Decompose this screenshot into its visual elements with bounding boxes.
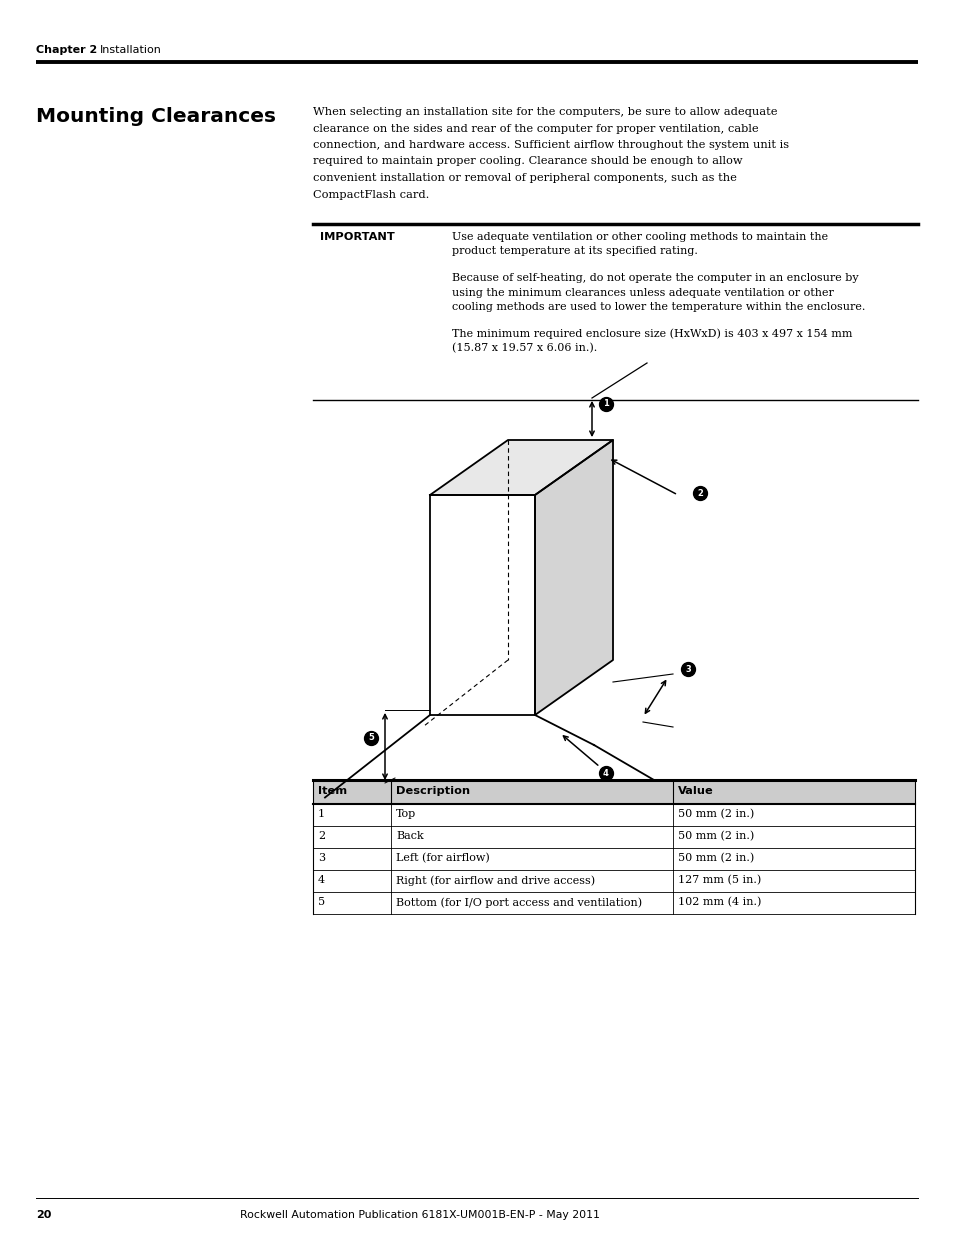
Text: When selecting an installation site for the computers, be sure to allow adequate: When selecting an installation site for … <box>313 107 777 117</box>
Text: 4: 4 <box>602 768 608 778</box>
Text: 50 mm (2 in.): 50 mm (2 in.) <box>678 853 754 863</box>
Text: Left (for airflow): Left (for airflow) <box>395 853 489 863</box>
Text: cooling methods are used to lower the temperature within the enclosure.: cooling methods are used to lower the te… <box>452 303 864 312</box>
Text: 2: 2 <box>697 489 702 498</box>
Text: Description: Description <box>395 785 470 797</box>
Text: (15.87 x 19.57 x 6.06 in.).: (15.87 x 19.57 x 6.06 in.). <box>452 343 597 353</box>
Text: CompactFlash card.: CompactFlash card. <box>313 189 429 200</box>
Text: 2: 2 <box>317 831 325 841</box>
Text: product temperature at its specified rating.: product temperature at its specified rat… <box>452 247 698 257</box>
Text: required to maintain proper cooling. Clearance should be enough to allow: required to maintain proper cooling. Cle… <box>313 157 741 167</box>
Polygon shape <box>430 440 613 495</box>
Text: Bottom (for I/O port access and ventilation): Bottom (for I/O port access and ventilat… <box>395 897 641 908</box>
Text: Top: Top <box>395 809 416 819</box>
Text: Right (for airflow and drive access): Right (for airflow and drive access) <box>395 876 595 885</box>
Text: Value: Value <box>678 785 713 797</box>
Text: convenient installation or removal of peripheral components, such as the: convenient installation or removal of pe… <box>313 173 736 183</box>
Text: Because of self-heating, do not operate the computer in an enclosure by: Because of self-heating, do not operate … <box>452 273 858 283</box>
Text: 5: 5 <box>317 897 325 906</box>
Text: Mounting Clearances: Mounting Clearances <box>36 107 275 126</box>
Text: clearance on the sides and rear of the computer for proper ventilation, cable: clearance on the sides and rear of the c… <box>313 124 758 133</box>
Text: 127 mm (5 in.): 127 mm (5 in.) <box>678 876 760 885</box>
Text: Item: Item <box>317 785 347 797</box>
Text: 1: 1 <box>317 809 325 819</box>
Text: 102 mm (4 in.): 102 mm (4 in.) <box>678 897 760 908</box>
Text: Chapter 2: Chapter 2 <box>36 44 97 56</box>
Text: 5: 5 <box>368 734 374 742</box>
Text: 50 mm (2 in.): 50 mm (2 in.) <box>678 831 754 841</box>
Text: Rockwell Automation Publication 6181X-UM001B-EN-P - May 2011: Rockwell Automation Publication 6181X-UM… <box>240 1210 599 1220</box>
Text: 50 mm (2 in.): 50 mm (2 in.) <box>678 809 754 819</box>
Text: Use adequate ventilation or other cooling methods to maintain the: Use adequate ventilation or other coolin… <box>452 232 827 242</box>
Text: connection, and hardware access. Sufficient airflow throughout the system unit i: connection, and hardware access. Suffici… <box>313 140 788 149</box>
Text: using the minimum clearances unless adequate ventilation or other: using the minimum clearances unless adeq… <box>452 288 833 298</box>
Text: Installation: Installation <box>100 44 162 56</box>
Polygon shape <box>430 495 535 715</box>
Text: 20: 20 <box>36 1210 51 1220</box>
Text: 3: 3 <box>317 853 325 863</box>
Text: Back: Back <box>395 831 423 841</box>
Text: 4: 4 <box>317 876 325 885</box>
Bar <box>313 781 914 804</box>
Polygon shape <box>535 440 613 715</box>
Text: IMPORTANT: IMPORTANT <box>319 232 395 242</box>
Text: The minimum required enclosure size (HxWxD) is 403 x 497 x 154 mm: The minimum required enclosure size (HxW… <box>452 329 852 340</box>
Text: 3: 3 <box>684 664 690 673</box>
Text: 1: 1 <box>602 399 608 409</box>
